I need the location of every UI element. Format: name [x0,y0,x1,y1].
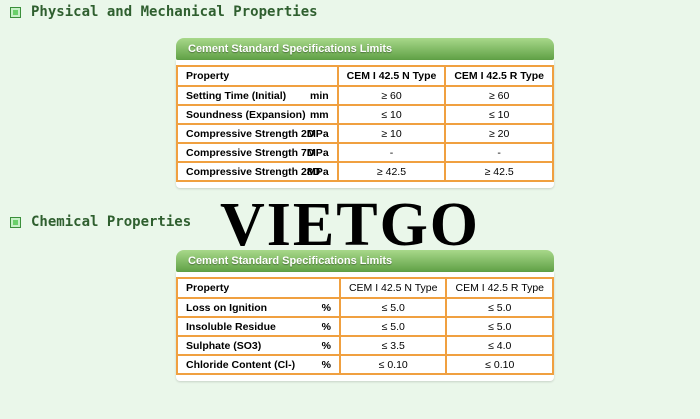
vietgo-watermark: VIETGO [219,191,481,259]
table-row: MPa Compressive Strength 28D ≥ 42.5 ≥ 42.5 [176,161,554,182]
chemical-heading-text: Chemical Properties [31,214,192,230]
column-header: CEM I 42.5 N Type [336,65,447,87]
r-type-value: ≥ 20 [444,123,554,144]
column-header: CEM I 42.5 R Type [445,277,554,299]
table-row: % Chloride Content (Cl-) ≤ 0.10 ≤ 0.10 [176,354,554,375]
table-row: MPa Compressive Strength 2D ≥ 10 ≥ 20 [176,123,554,144]
column-header: Property [176,277,341,299]
r-type-value: ≤ 5.0 [445,316,554,337]
r-type-value: ≤ 4.0 [445,335,554,356]
unit-label: % [321,320,331,333]
property-name: Setting Time (Initial) [186,89,287,102]
unit-label: % [321,339,331,352]
n-type-value: ≤ 0.10 [338,354,448,375]
chemical-spec-table: Property CEM I 42.5 N Type CEM I 42.5 R Ty… [176,277,554,375]
property-cell: % Sulphate (SO3) [176,335,341,356]
unit-label: MPa [307,127,329,140]
physical-spec-panel: Cement Standard Specifications Limits Pr… [176,38,554,188]
r-type-value: ≤ 0.10 [445,354,554,375]
n-type-value: ≥ 10 [336,123,447,144]
physical-panel-body: Property CEM I 42.5 N Type CEM I 42.5 R Ty… [176,60,554,188]
unit-label: min [309,89,329,102]
property-name: Compressive Strength 2D [186,127,315,140]
physical-panel-header: Cement Standard Specifications Limits [176,38,554,60]
unit-label: MPa [307,146,329,159]
unit-label: % [321,301,331,314]
property-name: Loss on Ignition [186,301,268,314]
property-cell: % Chloride Content (Cl-) [176,354,341,375]
property-cell: MPa Compressive Strength 28D [176,161,339,182]
property-name: Soundness (Expansion) [186,108,306,121]
r-type-value: ≥ 60 [444,85,554,106]
table-row: mm Soundness (Expansion) ≤ 10 ≤ 10 [176,104,554,125]
table-row: % Sulphate (SO3) ≤ 3.5 ≤ 4.0 [176,335,554,356]
property-cell: % Loss on Ignition [176,297,341,318]
table-row: % Loss on Ignition ≤ 5.0 ≤ 5.0 [176,297,554,318]
bullet-icon [10,6,21,18]
column-header: CEM I 42.5 R Type [444,65,554,87]
property-cell: MPa Compressive Strength 2D [176,123,339,144]
table-header-row: Property CEM I 42.5 N Type CEM I 42.5 R Ty… [176,65,554,87]
n-type-value: ≤ 3.5 [338,335,448,356]
n-type-value: ≤ 5.0 [338,297,448,318]
n-type-value: - [336,142,447,163]
property-name: Compressive Strength 7D [186,146,315,159]
column-header: Property [176,65,339,87]
unit-label: mm [309,108,329,121]
property-cell: MPa Compressive Strength 7D [176,142,339,163]
table-row: MPa Compressive Strength 7D - - [176,142,554,163]
section-heading-chemical: Chemical Properties [10,214,191,230]
physical-spec-table: Property CEM I 42.5 N Type CEM I 42.5 R Ty… [176,65,554,182]
n-type-value: ≥ 42.5 [336,161,447,182]
r-type-value: ≤ 10 [444,104,554,125]
property-cell: mm Soundness (Expansion) [176,104,339,125]
table-header-row: Property CEM I 42.5 N Type CEM I 42.5 R Ty… [176,277,554,299]
table-row: min Setting Time (Initial) ≥ 60 ≥ 60 [176,85,554,106]
property-cell: min Setting Time (Initial) [176,85,339,106]
unit-label: MPa [307,165,329,178]
property-name: Sulphate (SO3) [186,339,262,352]
chemical-spec-panel: Cement Standard Specifications Limits Pr… [176,250,554,381]
physical-heading-text: Physical and Mechanical Properties [31,4,318,20]
r-type-value: - [444,142,554,163]
property-name: Insoluble Residue [186,320,276,333]
r-type-value: ≥ 42.5 [444,161,554,182]
column-header: CEM I 42.5 N Type [338,277,448,299]
property-cell: % Insoluble Residue [176,316,341,337]
n-type-value: ≥ 60 [336,85,447,106]
n-type-value: ≤ 5.0 [338,316,448,337]
bullet-icon [10,216,21,228]
unit-label: % [321,358,331,371]
chemical-panel-header: Cement Standard Specifications Limits [176,250,554,272]
table-row: % Insoluble Residue ≤ 5.0 ≤ 5.0 [176,316,554,337]
property-name: Compressive Strength 28D [186,165,321,178]
n-type-value: ≤ 10 [336,104,447,125]
property-name: Chloride Content (Cl-) [186,358,296,371]
r-type-value: ≤ 5.0 [445,297,554,318]
chemical-panel-body: Property CEM I 42.5 N Type CEM I 42.5 R Ty… [176,272,554,381]
section-heading-physical: Physical and Mechanical Properties [10,4,318,20]
